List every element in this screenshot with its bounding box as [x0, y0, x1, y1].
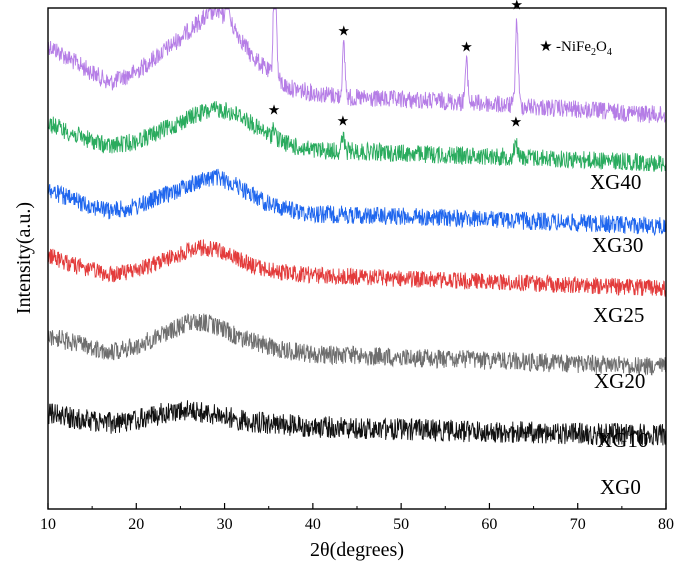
- series-line-xg30: [47, 101, 667, 172]
- peak-star-icon: ★: [337, 114, 350, 129]
- series-line-xg25: [47, 168, 667, 237]
- x-tick-label: 80: [658, 516, 674, 533]
- series-label-layer: XG40 XG30 XG25 XG20 XG10 XG0: [590, 170, 648, 499]
- peak-star-icon: ★: [460, 40, 473, 55]
- series-label-xg30: XG30: [592, 233, 643, 257]
- legend-star-icon: ★: [539, 39, 552, 55]
- x-tick-label: 20: [128, 516, 144, 533]
- x-tick-label: 60: [481, 516, 497, 533]
- series-label-xg20: XG20: [594, 369, 645, 393]
- x-tick-label: 70: [570, 516, 586, 533]
- series-line-xg40: [47, 7, 667, 124]
- peak-star-icon: ★: [511, 0, 524, 14]
- x-tick-label: 30: [217, 516, 233, 533]
- series-layer: [47, 7, 667, 447]
- y-axis-title: Intensity(a.u.): [13, 202, 35, 314]
- legend: ★ -NiFe2O4: [539, 39, 612, 58]
- x-tick-label: 50: [393, 516, 409, 533]
- x-tick-label: 40: [305, 516, 321, 533]
- series-label-xg10: XG10: [597, 428, 648, 452]
- x-tick-label: 10: [40, 516, 56, 533]
- x-tick-layer: 10 20 30 40 50 60 70 80: [40, 503, 674, 533]
- peak-star-icon: ★: [510, 116, 523, 131]
- series-label-xg40: XG40: [590, 170, 641, 194]
- series-line-xg10: [47, 312, 667, 376]
- series-line-xg0: [47, 400, 667, 447]
- legend-label: -NiFe2O4: [556, 39, 612, 58]
- series-label-xg0: XG0: [600, 475, 641, 499]
- peak-star-icon: ★: [268, 104, 281, 119]
- peak-star-icon: ★: [338, 25, 351, 40]
- series-label-xg25: XG25: [593, 303, 644, 327]
- series-line-xg20: [47, 239, 667, 297]
- peak-star-layer: ★★★★★★★★: [268, 0, 524, 131]
- x-axis-title: 2θ(degrees): [310, 539, 404, 561]
